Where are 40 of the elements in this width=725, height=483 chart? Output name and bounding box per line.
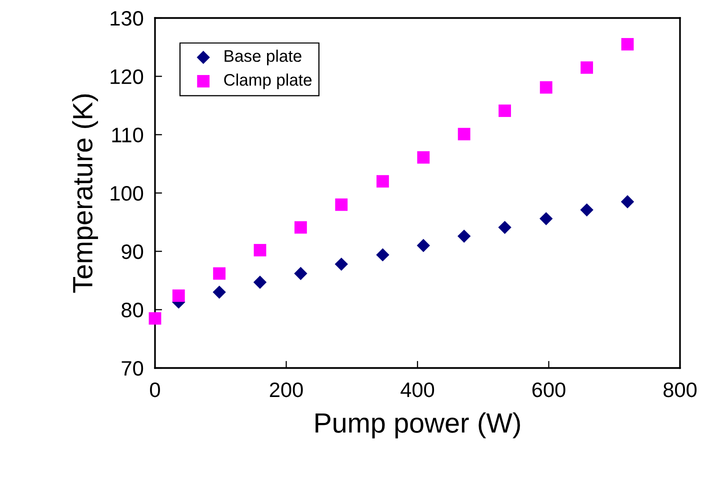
point <box>458 128 470 140</box>
point <box>580 203 594 217</box>
point <box>254 244 266 256</box>
point <box>376 248 390 262</box>
y-tick-label: 80 <box>122 302 144 318</box>
point <box>253 276 267 289</box>
x-tick-label: 200 <box>270 382 303 398</box>
legend-label: Clamp plate <box>224 74 312 90</box>
y-tick-label: 100 <box>110 186 144 201</box>
point <box>621 38 634 50</box>
point <box>148 312 162 325</box>
y-tick-label: 120 <box>110 69 144 84</box>
point <box>417 151 430 164</box>
point <box>540 81 552 94</box>
y-tick-label: 90 <box>122 244 144 260</box>
x-axis-title: Pump power (W) <box>316 412 520 438</box>
legend-label: Base plate <box>224 50 302 66</box>
point <box>620 195 634 208</box>
point <box>335 198 348 211</box>
x-tick-label: 0 <box>150 382 160 398</box>
point <box>458 230 471 243</box>
point <box>498 104 511 117</box>
x-tick-label: 600 <box>532 382 566 398</box>
point <box>213 267 226 280</box>
point <box>294 221 307 234</box>
y-tick-label: 70 <box>122 361 144 376</box>
y-axis-title: Temperature (K) <box>72 94 98 293</box>
y-tick-label: 110 <box>112 128 144 142</box>
y-tick-label: 130 <box>110 11 144 26</box>
point <box>376 175 389 188</box>
point <box>172 289 185 302</box>
point <box>212 286 226 299</box>
x-tick-label: 400 <box>400 382 434 398</box>
x-tick-label: 800 <box>664 382 697 398</box>
point <box>294 266 308 280</box>
point <box>498 220 512 234</box>
point <box>416 238 430 252</box>
point <box>540 212 553 226</box>
point <box>580 61 594 74</box>
point <box>334 258 348 271</box>
